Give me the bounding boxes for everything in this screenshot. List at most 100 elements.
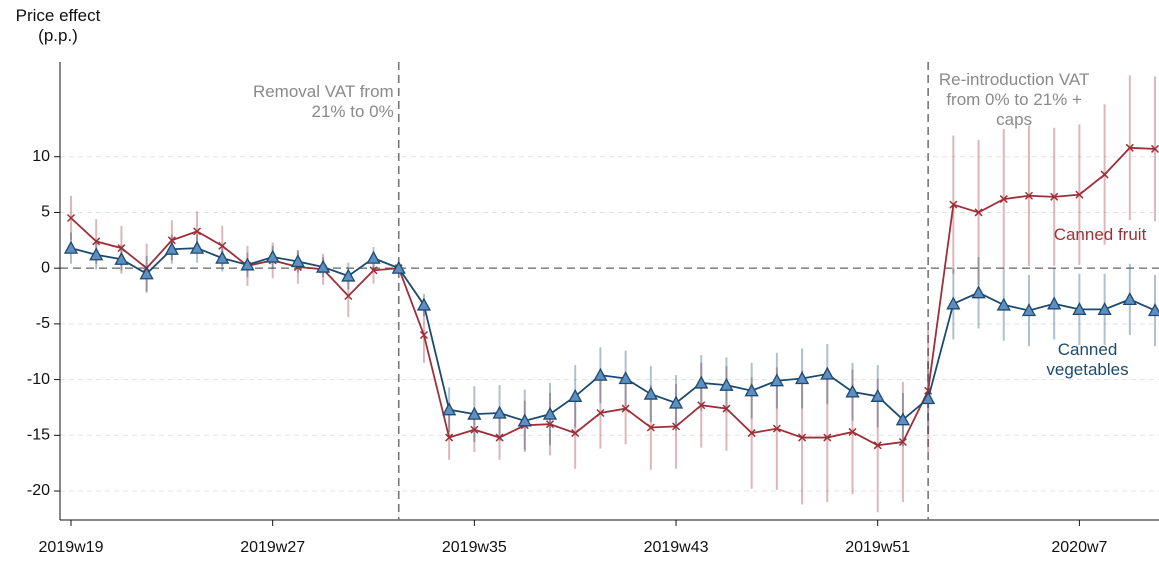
marker (820, 366, 835, 380)
marker (946, 296, 961, 310)
marker (1097, 302, 1112, 316)
marker (845, 384, 860, 398)
marker (391, 260, 406, 274)
marker (672, 422, 681, 431)
marker (545, 420, 555, 429)
marker (697, 401, 706, 410)
marker (117, 244, 126, 253)
marker (794, 371, 810, 385)
marker (1050, 192, 1059, 201)
marker (722, 404, 731, 413)
y-tick-label: -10 (27, 371, 50, 388)
y-tick-label: -20 (27, 482, 50, 499)
marker (470, 425, 479, 434)
marker (744, 383, 759, 397)
y-tick-label: 0 (41, 259, 50, 276)
marker (1122, 292, 1137, 306)
marker (568, 388, 583, 402)
marker (193, 227, 202, 236)
marker (1147, 303, 1159, 317)
marker (971, 285, 986, 299)
marker (747, 429, 756, 438)
marker (593, 367, 608, 381)
marker (870, 388, 885, 402)
marker (419, 330, 428, 340)
marker (895, 412, 911, 426)
series-line (70, 247, 1156, 422)
marker (848, 427, 857, 436)
marker (290, 254, 305, 268)
marker (467, 406, 482, 420)
marker (694, 375, 709, 389)
x-tick-label: 2019w43 (644, 539, 709, 556)
marker (1150, 144, 1159, 153)
marker (492, 405, 507, 419)
series-label: Canned vegetables (1046, 340, 1129, 379)
marker (89, 247, 104, 261)
marker (571, 429, 580, 438)
marker (719, 377, 734, 391)
marker (668, 395, 684, 409)
x-tick-label: 2019w27 (240, 539, 305, 556)
marker (416, 297, 432, 311)
marker (873, 441, 882, 450)
marker (1125, 143, 1134, 152)
event-label: Removal VAT from 21% to 0% (252, 82, 394, 121)
marker (66, 213, 76, 223)
marker (921, 391, 936, 405)
marker (517, 413, 532, 427)
marker (949, 200, 958, 209)
marker (114, 251, 129, 265)
marker (618, 371, 633, 385)
marker (823, 433, 832, 442)
marker (596, 408, 605, 418)
y-tick-label: 10 (32, 148, 50, 165)
marker (240, 257, 255, 271)
marker (139, 266, 154, 280)
marker (366, 250, 381, 264)
y-tick-label: -15 (27, 427, 50, 444)
marker (63, 240, 79, 254)
marker (218, 241, 227, 250)
marker (1024, 191, 1034, 200)
marker (164, 241, 179, 255)
x-tick-label: 2019w51 (845, 539, 910, 556)
y-tick-label: 5 (41, 204, 50, 221)
marker (369, 266, 378, 275)
marker (445, 433, 454, 442)
series-line (70, 146, 1156, 447)
marker (974, 208, 983, 217)
marker (621, 404, 630, 413)
event-label: Re-introduction VAT from 0% to 21% + cap… (938, 70, 1090, 129)
x-tick-label: 2020w7 (1051, 539, 1107, 556)
marker (999, 195, 1008, 204)
marker (646, 423, 655, 432)
series-label: Canned fruit (1053, 225, 1147, 244)
marker (769, 373, 784, 387)
marker (167, 236, 176, 245)
marker (1047, 296, 1062, 310)
marker (265, 249, 280, 263)
y-tick-label: -5 (36, 315, 50, 332)
marker (341, 268, 356, 282)
marker (344, 291, 353, 301)
marker (215, 250, 230, 264)
marker (772, 424, 781, 433)
marker (1075, 190, 1084, 199)
marker (92, 237, 101, 246)
x-tick-label: 2019w19 (39, 539, 104, 556)
marker (898, 437, 907, 447)
x-tick-label: 2019w35 (442, 539, 507, 556)
marker (643, 386, 658, 400)
marker (996, 297, 1011, 311)
marker (798, 433, 807, 442)
marker (1072, 302, 1087, 316)
y-axis-title: Price effect (p.p.) (15, 6, 101, 45)
marker (316, 259, 331, 273)
marker (495, 433, 504, 442)
marker (1021, 303, 1037, 317)
marker (542, 406, 558, 420)
marker (189, 240, 205, 254)
